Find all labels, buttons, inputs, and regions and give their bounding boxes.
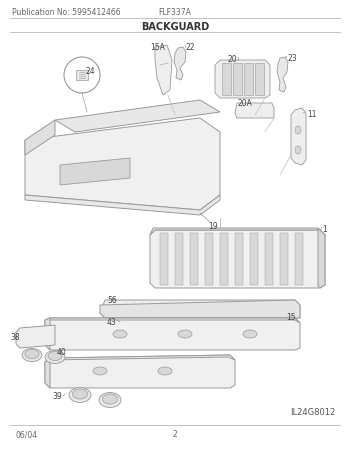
Polygon shape <box>291 108 306 165</box>
Polygon shape <box>244 63 253 95</box>
Text: 23: 23 <box>287 54 297 63</box>
Polygon shape <box>155 45 172 95</box>
Text: FLF337A: FLF337A <box>159 8 191 17</box>
Polygon shape <box>100 300 300 318</box>
Polygon shape <box>55 100 220 132</box>
Ellipse shape <box>158 367 172 375</box>
Ellipse shape <box>113 330 127 338</box>
Polygon shape <box>45 355 235 362</box>
Polygon shape <box>25 120 55 155</box>
Polygon shape <box>280 233 288 285</box>
Text: 24: 24 <box>85 67 94 76</box>
Ellipse shape <box>69 387 91 403</box>
Polygon shape <box>25 195 220 215</box>
Polygon shape <box>265 233 273 285</box>
Polygon shape <box>45 318 300 350</box>
Polygon shape <box>190 233 198 285</box>
Polygon shape <box>76 70 88 80</box>
Text: 06/04: 06/04 <box>15 430 37 439</box>
Polygon shape <box>233 63 242 95</box>
Text: 15: 15 <box>286 313 296 322</box>
Text: 38: 38 <box>10 333 20 342</box>
Text: 11: 11 <box>307 110 316 119</box>
Text: 43: 43 <box>107 318 117 327</box>
Polygon shape <box>174 47 186 80</box>
Polygon shape <box>45 318 50 350</box>
Ellipse shape <box>243 330 257 338</box>
Ellipse shape <box>45 351 65 363</box>
Polygon shape <box>295 233 303 285</box>
Polygon shape <box>235 103 274 118</box>
Text: BACKGUARD: BACKGUARD <box>141 22 209 32</box>
Ellipse shape <box>25 350 39 358</box>
Text: 22: 22 <box>185 43 195 52</box>
Polygon shape <box>222 63 231 95</box>
Ellipse shape <box>295 146 301 154</box>
Ellipse shape <box>103 394 118 404</box>
Polygon shape <box>60 158 130 185</box>
Text: 15A: 15A <box>150 43 165 52</box>
Text: 56: 56 <box>107 296 117 305</box>
Ellipse shape <box>22 348 42 361</box>
Text: 19: 19 <box>208 222 218 231</box>
Polygon shape <box>150 228 325 235</box>
Polygon shape <box>235 233 243 285</box>
Ellipse shape <box>295 126 301 134</box>
Polygon shape <box>45 358 50 388</box>
Text: Publication No: 5995412466: Publication No: 5995412466 <box>12 8 121 17</box>
Ellipse shape <box>178 330 192 338</box>
Polygon shape <box>16 325 55 348</box>
Polygon shape <box>45 318 300 323</box>
Text: 40: 40 <box>57 348 67 357</box>
Polygon shape <box>220 233 228 285</box>
Polygon shape <box>205 233 213 285</box>
Text: 20: 20 <box>228 55 238 64</box>
Polygon shape <box>25 118 220 210</box>
Text: 39: 39 <box>52 392 62 401</box>
Ellipse shape <box>99 392 121 408</box>
Polygon shape <box>150 230 325 288</box>
Polygon shape <box>277 57 288 92</box>
Polygon shape <box>215 60 270 98</box>
Ellipse shape <box>48 352 62 361</box>
Polygon shape <box>250 233 258 285</box>
Ellipse shape <box>93 367 107 375</box>
Polygon shape <box>318 228 325 288</box>
Polygon shape <box>100 300 300 318</box>
Text: IL24G8012: IL24G8012 <box>290 408 335 417</box>
Text: 1: 1 <box>322 225 327 234</box>
Polygon shape <box>255 63 264 95</box>
Text: 20A: 20A <box>238 99 253 108</box>
Polygon shape <box>45 355 235 388</box>
Ellipse shape <box>72 389 88 399</box>
Polygon shape <box>175 233 183 285</box>
Polygon shape <box>160 233 168 285</box>
Text: 2: 2 <box>173 430 177 439</box>
